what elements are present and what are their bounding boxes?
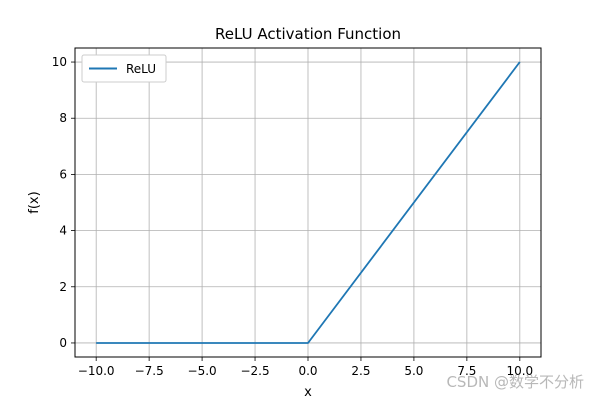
x-tick-label: −10.0 xyxy=(78,364,115,378)
x-tick-label: −7.5 xyxy=(135,364,164,378)
x-tick-label: 7.5 xyxy=(457,364,476,378)
watermark: CSDN @数学不分析 xyxy=(446,373,584,391)
chart-title: ReLU Activation Function xyxy=(215,25,401,43)
x-axis-label: x xyxy=(304,385,312,400)
legend-box xyxy=(81,54,167,83)
x-tick-label: 0.0 xyxy=(298,364,317,378)
y-tick-label: 6 xyxy=(59,167,67,181)
y-axis-label: f(x) xyxy=(27,191,42,213)
y-tick-label: 0 xyxy=(59,336,67,350)
x-tick-label: 5.0 xyxy=(404,364,423,378)
x-tick-label: −5.0 xyxy=(188,364,217,378)
y-tick-label: 8 xyxy=(59,111,67,125)
x-tick-label: 2.5 xyxy=(351,364,370,378)
y-tick-label: 4 xyxy=(59,224,67,238)
x-tick-label: −2.5 xyxy=(240,364,269,378)
series-line-relu xyxy=(96,61,521,344)
legend-label-relu: ReLU xyxy=(126,62,156,76)
ticks: −10.0 −7.5 −5.0 −2.5 0.0 2.5 5.0 7.5 10.0 0 2 4 6 8 10 xyxy=(52,55,533,378)
legend: ReLU xyxy=(81,54,167,83)
y-tick-label: 10 xyxy=(52,55,67,69)
series-layer xyxy=(96,61,521,344)
x-tick-label: 10.0 xyxy=(506,364,533,378)
y-tick-label: 2 xyxy=(59,280,67,294)
